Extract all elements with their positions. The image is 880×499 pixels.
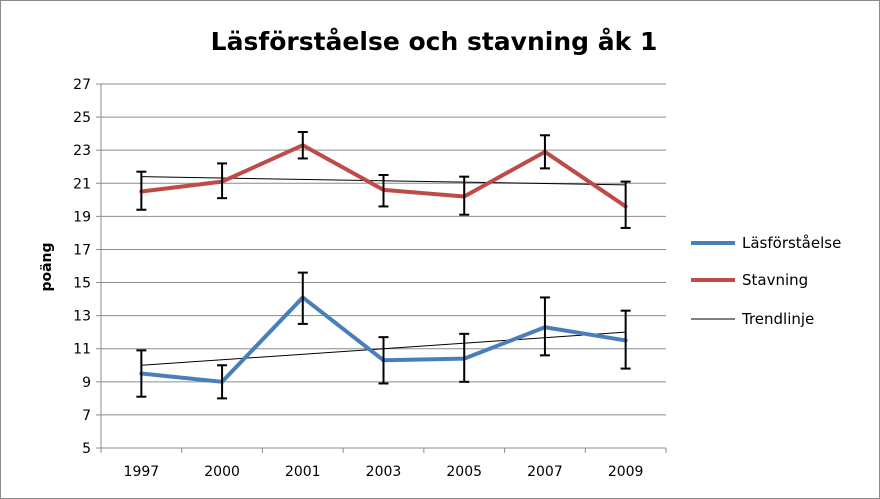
y-tick-label: 7: [82, 408, 91, 424]
legend: Läsförståelse Stavning Trendlinje: [691, 234, 841, 328]
y-tick-label: 9: [82, 375, 91, 391]
y-tick-label: 23: [73, 143, 91, 159]
gridlines: [101, 83, 666, 416]
x-tick-label: 2005: [446, 464, 482, 480]
x-tick-label: 2003: [366, 464, 402, 480]
axes: 5 7 9 11 13 15 17 19 21 23 25 27 1997 2000 2001 2003 200…: [73, 77, 667, 480]
x-tick-label: 2000: [204, 464, 240, 480]
x-tick-label: 1997: [124, 464, 160, 480]
legend-label: Läsförståelse: [742, 234, 841, 252]
y-tick-label: 11: [73, 342, 91, 358]
y-tick-label: 13: [73, 309, 91, 325]
y-tick-label: 5: [82, 441, 91, 457]
y-tick-label: 21: [73, 176, 91, 192]
y-tick-label: 27: [73, 77, 91, 93]
y-tick-label: 19: [73, 209, 91, 225]
x-tick-label: 2009: [608, 464, 644, 480]
y-tick-label: 15: [73, 276, 91, 292]
x-tick-label: 2001: [285, 464, 321, 480]
legend-label: Trendlinje: [741, 310, 814, 328]
y-tick-label: 25: [73, 110, 91, 126]
x-tick-label: 2007: [527, 464, 563, 480]
chart-title: Läsförståelse och stavning åk 1: [211, 27, 658, 56]
error-bars: [136, 130, 631, 400]
legend-label: Stavning: [742, 271, 808, 289]
y-tick-label: 17: [73, 242, 91, 258]
y-axis-label: poäng: [39, 242, 55, 291]
